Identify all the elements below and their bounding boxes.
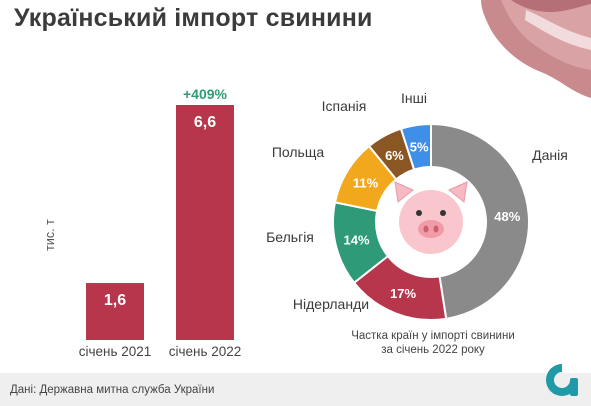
pig-ear-right — [448, 181, 468, 203]
footer-band — [0, 373, 591, 406]
slice-name-label: Бельгія — [266, 229, 314, 245]
growth-label: +409% — [183, 86, 228, 102]
donut-slice-1 — [430, 122, 530, 320]
bar-value-label: 6,6 — [194, 114, 216, 131]
pig-nostril-right — [433, 225, 439, 233]
bar-value-label: 1,6 — [104, 292, 126, 309]
slice-name-label: Іспанія — [322, 98, 367, 114]
donut-caption-line: Частка країн у імпорті свинини — [351, 330, 515, 342]
pig-ear-left — [394, 181, 414, 203]
slice-value-label: 17% — [390, 286, 416, 301]
slice-value-label: 48% — [494, 209, 520, 224]
slice-name-label: Інші — [401, 90, 427, 106]
chart-title: Український імпорт свинини — [14, 4, 373, 32]
slice-value-label: 5% — [410, 139, 429, 154]
slice-name-label: Данія — [532, 147, 568, 163]
slice-value-label: 6% — [385, 148, 404, 163]
slice-value-label: 14% — [344, 233, 370, 248]
pig-face-icon — [394, 181, 468, 254]
pig-eye-right — [440, 210, 446, 216]
pig-nostril-left — [423, 225, 429, 233]
donut-slice-6 — [399, 122, 432, 171]
bar-1 — [86, 283, 144, 340]
slice-name-label: Нідерланди — [293, 296, 369, 312]
x-tick-label: січень 2022 — [169, 344, 242, 359]
slice-name-label: Польща — [272, 144, 325, 160]
x-tick-label: січень 2021 — [79, 344, 152, 359]
pig-snout — [418, 220, 444, 238]
y-axis-label: тис. т — [43, 219, 57, 251]
source-note: Дані: Державна митна служба України — [10, 384, 215, 396]
bar-2 — [176, 105, 234, 340]
slice-value-label: 11% — [353, 175, 379, 190]
donut-caption-line: за січень 2022 року — [381, 344, 485, 356]
pig-eye-left — [416, 210, 422, 216]
brand-logo — [546, 364, 578, 396]
